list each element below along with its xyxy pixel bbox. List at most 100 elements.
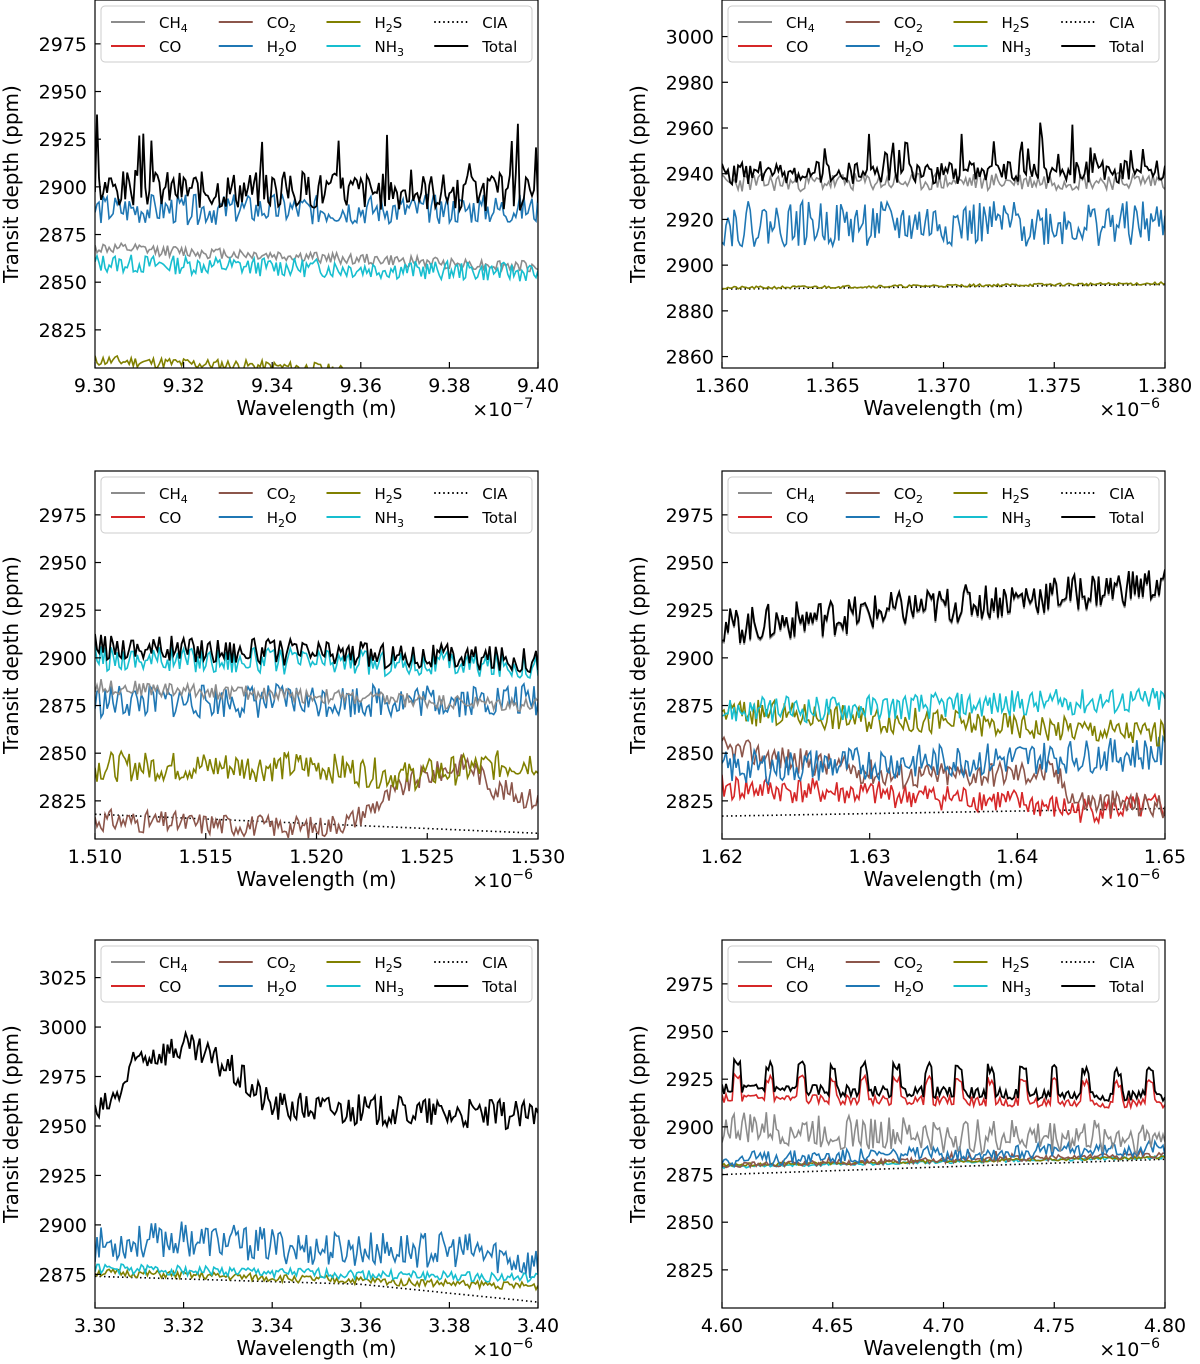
- series-nh3: [722, 687, 1165, 724]
- x-tick-label: 1.510: [68, 846, 122, 868]
- x-tick-label: 3.30: [74, 1315, 116, 1337]
- x-tick-label: 4.75: [1033, 1315, 1075, 1337]
- legend-label-co2: CO2: [894, 14, 923, 35]
- series-total: [722, 122, 1165, 187]
- legend: CH4 CO CO2 H2O H2S NH3 CIA Total: [100, 5, 533, 63]
- x-tick-label: 4.65: [812, 1315, 854, 1337]
- y-tick-label: 2960: [666, 118, 714, 140]
- x-tick-label: 1.365: [806, 375, 860, 397]
- series-cia: [95, 813, 538, 835]
- panel-top-right: 1.360 1.365 1.370 1.375 1.380 2860 2880 2900 292…: [626, 0, 1192, 421]
- y-tick-label: 2825: [666, 1260, 714, 1282]
- legend-label-total: Total: [1108, 978, 1144, 996]
- series-total: [95, 633, 538, 674]
- series-h2o: [95, 193, 538, 226]
- x-tick-label: 4.60: [701, 1315, 743, 1337]
- x-tick-label: 1.530: [511, 846, 565, 868]
- y-tick-label: 2950: [39, 1116, 87, 1138]
- series-total: [722, 569, 1165, 644]
- y-tick-label: 2975: [39, 505, 87, 527]
- series-ch4: [95, 679, 538, 713]
- y-tick-label: 2975: [39, 1067, 87, 1089]
- x-tick-label: 1.515: [179, 846, 233, 868]
- series-nh3: [95, 253, 538, 282]
- series-group: [95, 1029, 538, 1303]
- legend-box: [100, 476, 533, 534]
- y-tick-label: 2900: [666, 255, 714, 277]
- series-ch4: [722, 1111, 1165, 1156]
- y-tick-label: 2925: [666, 600, 714, 622]
- x-tick-label: 3.38: [428, 1315, 470, 1337]
- series-co2: [722, 735, 1165, 819]
- x-tick-label: 1.520: [289, 846, 343, 868]
- x-tick-label: 9.32: [162, 375, 204, 397]
- y-tick-label: 2950: [39, 82, 87, 104]
- x-tick-label: 9.40: [517, 375, 559, 397]
- legend-label-co: CO: [159, 38, 181, 56]
- y-axis-label: Transit depth (ppm): [626, 1025, 650, 1224]
- series-h2o: [95, 1221, 538, 1278]
- legend-label-ch4: CH4: [786, 954, 815, 975]
- legend-label-cia: CIA: [482, 14, 508, 32]
- legend-box: [100, 5, 533, 63]
- x-tick-label: 1.62: [701, 846, 743, 868]
- legend-box: [727, 5, 1160, 63]
- y-tick-label: 2925: [39, 1165, 87, 1187]
- series-total: [95, 1029, 538, 1131]
- series-cia: [722, 807, 1165, 817]
- series-h2o: [722, 1138, 1165, 1169]
- y-tick-label: 3000: [666, 27, 714, 49]
- x-tick-label: 1.375: [1027, 375, 1081, 397]
- legend-label-ch4: CH4: [159, 954, 188, 975]
- y-tick-label: 2950: [666, 553, 714, 575]
- series-h2o: [722, 198, 1165, 249]
- legend-label-h2o: H2O: [894, 978, 924, 999]
- legend-label-co: CO: [159, 978, 181, 996]
- x-axis-label: Wavelength (m): [863, 867, 1023, 891]
- legend-label-cia: CIA: [1109, 485, 1135, 503]
- x-multiplier: ×10−6: [1099, 1336, 1160, 1361]
- legend-label-ch4: CH4: [786, 14, 815, 35]
- x-tick-label: 1.525: [400, 846, 454, 868]
- legend-label-nh3: NH3: [1002, 38, 1032, 59]
- panel-top-left: 9.30 9.32 9.34 9.36 9.38 9.40 2825 2850 2875 2900…: [0, 0, 559, 421]
- series-h2s: [722, 281, 1165, 290]
- x-tick-label: 9.30: [74, 375, 116, 397]
- legend-label-nh3: NH3: [375, 38, 405, 59]
- x-tick-label: 3.34: [251, 1315, 293, 1337]
- x-tick-label: 9.38: [428, 375, 470, 397]
- series-h2s: [95, 1267, 538, 1292]
- x-tick-label: 4.70: [922, 1315, 964, 1337]
- y-tick-label: 2825: [39, 320, 87, 342]
- legend-label-co2: CO2: [267, 485, 296, 506]
- legend-label-co: CO: [159, 509, 181, 527]
- y-tick-label: 2875: [666, 696, 714, 718]
- legend-label-h2o: H2O: [267, 38, 297, 59]
- y-tick-label: 3025: [39, 968, 87, 990]
- x-axis-label: Wavelength (m): [236, 867, 396, 891]
- y-tick-label: 2900: [39, 648, 87, 670]
- x-multiplier: ×10−7: [472, 396, 533, 421]
- series-ch4: [95, 241, 538, 273]
- legend-label-h2s: H2S: [1002, 14, 1030, 35]
- legend-label-h2o: H2O: [894, 38, 924, 59]
- y-axis-label: Transit depth (ppm): [626, 85, 650, 284]
- y-tick-label: 2825: [666, 791, 714, 813]
- series-h2s: [95, 749, 538, 793]
- y-axis-label: Transit depth (ppm): [0, 556, 23, 755]
- legend-label-nh3: NH3: [1002, 978, 1032, 999]
- legend-box: [100, 945, 533, 1003]
- legend: CH4 CO CO2 H2O H2S NH3 CIA Total: [100, 945, 533, 1003]
- series-total: [722, 1056, 1165, 1103]
- panel-bottom-left: 3.30 3.32 3.34 3.36 3.38 3.40 2875 2900 2925 2950…: [0, 939, 559, 1361]
- x-multiplier: ×10−6: [1099, 867, 1160, 892]
- series-co2: [95, 754, 538, 839]
- series-group: [722, 122, 1165, 290]
- series-total: [95, 114, 538, 214]
- series-group: [95, 114, 538, 368]
- y-tick-label: 2850: [39, 743, 87, 765]
- y-tick-label: 2875: [39, 696, 87, 718]
- x-multiplier: ×10−6: [1099, 396, 1160, 421]
- legend-label-ch4: CH4: [159, 14, 188, 35]
